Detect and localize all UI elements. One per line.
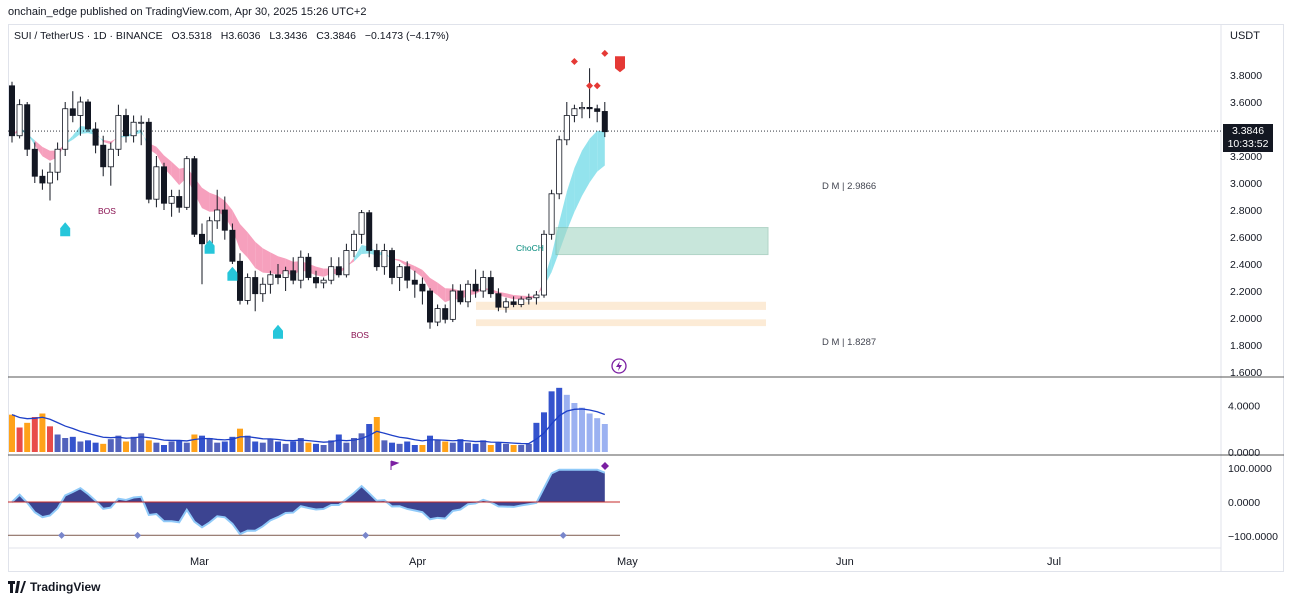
footer-brand: TradingView	[30, 580, 101, 594]
tradingview-logo-icon	[8, 581, 26, 593]
current-price-value: 3.3846	[1231, 125, 1265, 137]
symbol-legend: SUI / TetherUS · 1D · BINANCE O3.5318 H3…	[14, 30, 455, 42]
current-price-tag: 3.3846 10:33:52	[1223, 124, 1273, 152]
close-value: C3.3846	[316, 30, 356, 42]
currency-label[interactable]: USDT	[1230, 30, 1260, 42]
chart-frame	[8, 24, 1284, 572]
symbol-name[interactable]: SUI / TetherUS · 1D · BINANCE	[14, 30, 163, 42]
low-value: L3.3436	[269, 30, 308, 42]
tradingview-footer[interactable]: TradingView	[8, 580, 100, 594]
change-value: −0.1473 (−4.17%)	[364, 30, 449, 42]
countdown: 10:33:52	[1227, 138, 1269, 150]
high-value: H3.6036	[220, 30, 261, 42]
open-value: O3.5318	[171, 30, 212, 42]
publisher-caption: onchain_edge published on TradingView.co…	[8, 6, 367, 18]
